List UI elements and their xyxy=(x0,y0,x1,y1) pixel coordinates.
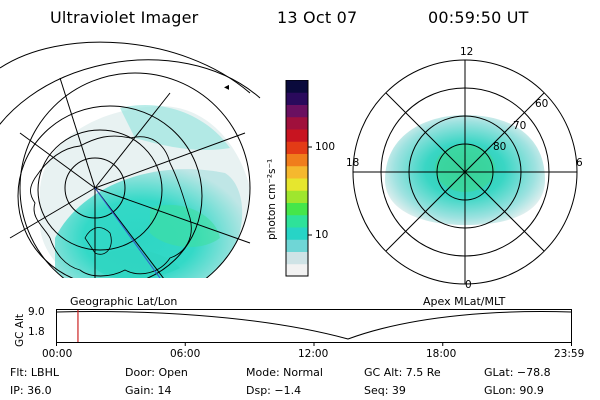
dsp-info: Dsp: −1.4 xyxy=(246,384,302,397)
mode-info: Mode: Normal xyxy=(246,366,323,379)
colorbar-cell xyxy=(286,165,308,179)
geographic-map: ◂ xyxy=(0,41,261,278)
glat-info: GLat: −78.8 xyxy=(484,366,551,379)
colorbar-cell xyxy=(286,80,308,93)
magnetic-polar-plot xyxy=(352,59,578,285)
timeline-xtick-0000: 00:00 xyxy=(42,348,73,360)
colorbar-cell xyxy=(286,116,308,130)
colorbar-cell xyxy=(286,190,308,203)
altitude-timeline xyxy=(56,309,572,346)
filter-info: Flt: LBHL xyxy=(10,366,59,379)
colorbar-cell xyxy=(286,227,308,240)
time-label: 00:59:50 UT xyxy=(428,8,529,27)
meridian-highlight xyxy=(94,187,161,278)
colorbar-cell xyxy=(286,153,308,167)
colorbar-cell xyxy=(286,263,308,277)
door-info: Door: Open xyxy=(125,366,188,379)
left-panel-caption: Geographic Lat/Lon xyxy=(70,295,178,308)
continent-outline xyxy=(30,135,192,277)
timeline-ylabel: GC Alt xyxy=(14,313,26,347)
mlt-lines xyxy=(353,60,577,284)
svg-text:◂: ◂ xyxy=(224,82,229,93)
timeline-xtick-0600: 06:00 xyxy=(170,348,201,360)
mlt-label-6: 6 xyxy=(576,157,583,169)
longitude-lines xyxy=(9,77,251,278)
mlt-label-12: 12 xyxy=(460,46,474,58)
colorbar-cell xyxy=(286,239,308,252)
colorbar-cell xyxy=(286,104,308,118)
mlt-label-18: 18 xyxy=(346,157,360,169)
colorbar-cell xyxy=(286,129,308,142)
colorbar-cell xyxy=(286,251,308,265)
mlt-label-0: 0 xyxy=(465,279,472,291)
colorbar-unit-label: photon cm⁻²s⁻¹ xyxy=(266,158,278,240)
seq-info: Seq: 39 xyxy=(364,384,406,397)
auroral-emission xyxy=(40,104,250,278)
colorbar-cell xyxy=(286,178,308,191)
timeline-ytick-bottom: 1.8 xyxy=(28,326,45,338)
right-panel-caption: Apex MLat/MLT xyxy=(423,295,506,308)
gain-info: Gain: 14 xyxy=(125,384,172,397)
colorbar xyxy=(285,80,312,277)
date-label: 13 Oct 07 xyxy=(277,8,358,27)
altitude-curve xyxy=(56,311,572,340)
colorbar-tick-10: 10 xyxy=(315,229,329,241)
instrument-title: Ultraviolet Imager xyxy=(50,8,199,27)
timeline-xtick-2359: 23:59 xyxy=(554,348,585,360)
mlat-label-60: 60 xyxy=(535,98,549,110)
colorbar-cell xyxy=(286,214,308,228)
ip-info: IP: 36.0 xyxy=(10,384,52,397)
colorbar-cell xyxy=(286,202,308,216)
mlat-label-80: 80 xyxy=(493,141,507,153)
colorbar-tick-100: 100 xyxy=(315,141,336,153)
gc-alt-info: GC Alt: 7.5 Re xyxy=(364,366,441,379)
colorbar-cell xyxy=(286,141,308,154)
glon-info: GLon: 90.9 xyxy=(484,384,544,397)
colorbar-cell xyxy=(286,92,308,105)
timeline-ytick-top: 9.0 xyxy=(28,306,45,318)
timeline-xtick-1200: 12:00 xyxy=(298,348,329,360)
mlat-label-70: 70 xyxy=(513,120,527,132)
timeline-xtick-1800: 18:00 xyxy=(426,348,457,360)
